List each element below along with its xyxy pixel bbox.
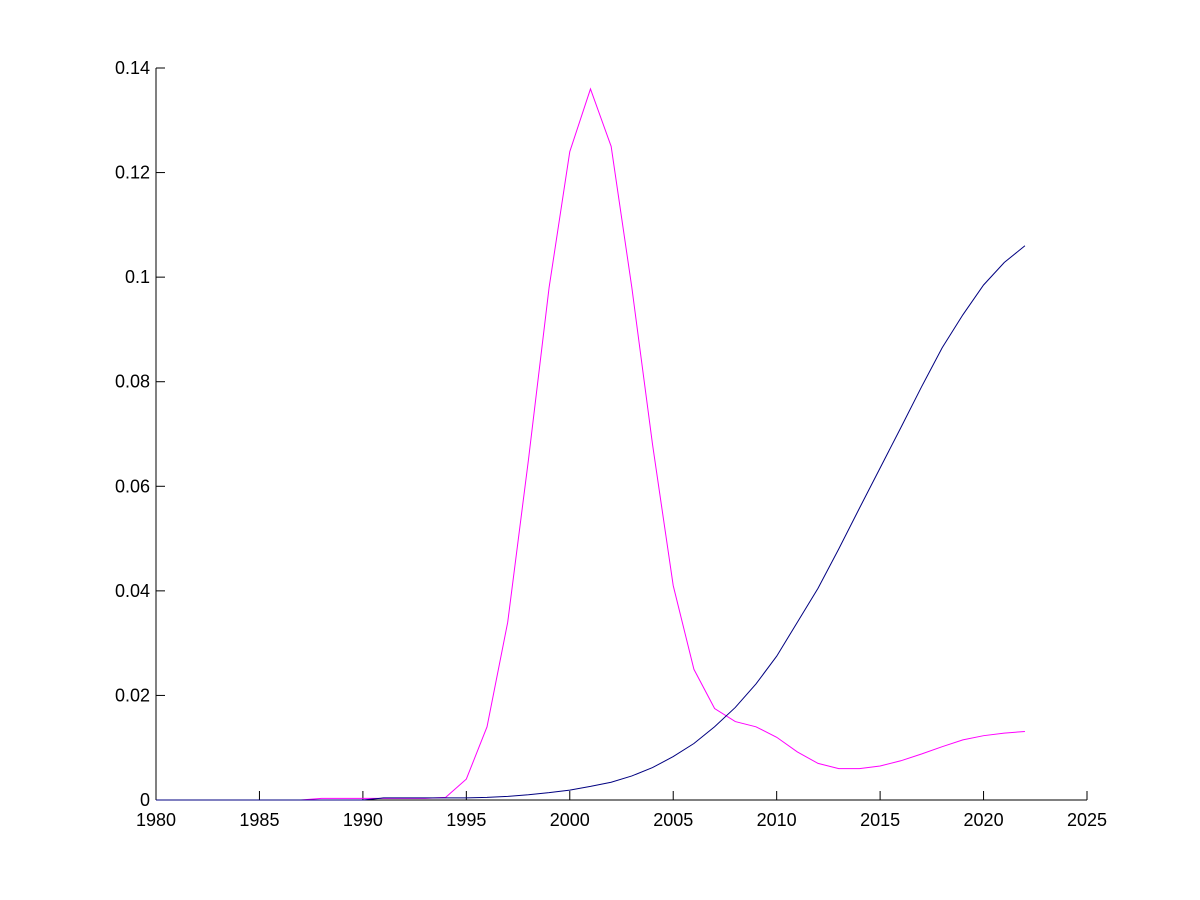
line-series — [156, 245, 1026, 801]
y-tick-label: 0.14 — [115, 58, 150, 78]
x-tick-label: 1985 — [239, 810, 279, 830]
y-tick-label: 0.12 — [115, 163, 150, 183]
y-tick-label: 0.02 — [115, 685, 150, 705]
y-tick-label: 0.1 — [125, 267, 150, 287]
x-tick-label: 1980 — [136, 810, 176, 830]
x-tick-label: 2000 — [550, 810, 590, 830]
x-tick-label: 2005 — [653, 810, 693, 830]
x-tick-label: 2015 — [860, 810, 900, 830]
x-tick-label: 1990 — [343, 810, 383, 830]
y-tick-label: 0.08 — [115, 372, 150, 392]
y-tick-label: 0.04 — [115, 581, 150, 601]
x-tick-label: 2020 — [964, 810, 1004, 830]
x-tick-label: 1995 — [446, 810, 486, 830]
y-tick-label: 0.06 — [115, 476, 150, 496]
y-tick-label: 0 — [140, 790, 150, 810]
x-tick-label: 2010 — [757, 810, 797, 830]
x-tick-label: 2025 — [1067, 810, 1107, 830]
